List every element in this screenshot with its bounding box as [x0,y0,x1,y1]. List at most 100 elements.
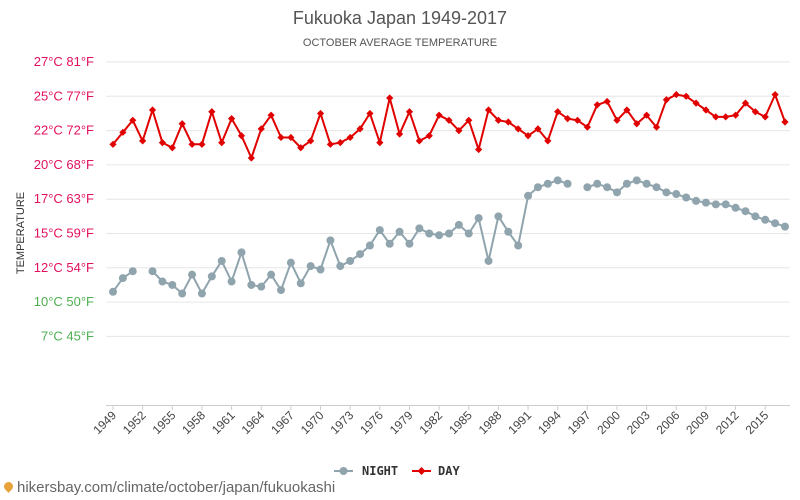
night-point [652,183,661,192]
day-point [455,127,463,135]
day-point [504,118,512,126]
legend[interactable]: NIGHT DAY [334,464,460,478]
y-tick-label: 17°C 63°F [34,191,94,206]
location-pin-icon [2,480,15,493]
y-tick-label: 25°C 77°F [34,88,94,103]
x-tick-label: 1970 [298,408,327,437]
night-point [217,256,226,265]
day-point [247,154,255,162]
night-legend-label: NIGHT [362,464,398,478]
night-point [484,256,493,265]
night-point [128,267,137,276]
day-point [475,145,483,154]
day-point [593,101,601,109]
x-tick-label: 1997 [565,408,594,437]
x-tick-label: 1958 [179,408,208,437]
night-point [731,203,740,212]
night-point [316,265,325,274]
night-point [267,270,276,279]
x-tick-label: 1973 [328,408,357,437]
night-point [474,214,483,223]
night-point [356,250,365,259]
day-point [129,116,137,124]
night-point [415,224,424,233]
day-point [435,111,443,119]
day-point [257,125,265,133]
night-point [701,198,710,207]
night-point [741,207,750,216]
day-point [287,133,295,142]
day-point [484,106,493,114]
day-point [573,116,582,124]
day-point [682,92,690,100]
x-tick-label: 1994 [535,408,564,437]
night-point [593,179,602,188]
night-point [336,262,345,271]
night-legend-marker [339,467,348,475]
x-tick-label: 1982 [416,408,445,437]
day-point [623,106,631,114]
day-legend-marker [417,467,426,475]
day-series-line [112,93,786,159]
night-point [168,280,177,289]
x-tick-label: 2009 [683,408,712,437]
day-point [544,137,552,145]
day-point [188,140,196,148]
night-point [613,188,621,197]
day-point [534,125,542,133]
day-point [445,116,453,124]
night-point [188,270,197,279]
night-point [761,215,770,224]
x-tick-label: 1988 [476,408,505,437]
x-tick-label: 2000 [594,408,623,437]
y-tick-label: 22°C 72°F [34,123,94,138]
day-point [366,109,374,118]
day-point [761,113,769,121]
day-point [712,113,720,121]
day-point [356,125,364,133]
day-point [603,97,611,106]
chart-subtitle: OCTOBER AVERAGE TEMPERATURE [303,37,497,49]
night-point [405,239,414,248]
day-point [178,120,186,128]
day-point [267,111,275,119]
day-point [643,111,651,119]
day-point [405,108,414,116]
day-point [346,133,354,142]
night-point [197,289,206,298]
day-legend-label: DAY [438,464,460,478]
source-url[interactable]: hikersbay.com/climate/october/japan/fuku… [17,479,336,496]
day-point [148,106,157,114]
night-point [454,220,463,229]
night-point [306,262,315,271]
night-point [603,183,612,192]
day-point [109,140,117,148]
day-point [376,139,384,147]
night-point [543,179,552,188]
night-point [277,286,285,295]
night-point [632,176,641,185]
x-tick-label: 1991 [505,408,534,437]
source-link[interactable]: hikersbay.com/climate/october/japan/fuku… [2,479,336,496]
day-point [563,114,572,123]
night-point [148,267,157,276]
day-point [218,139,226,147]
day-point [465,116,473,124]
day-point [672,90,680,99]
night-point [781,222,789,231]
x-tick-label: 2015 [743,408,772,437]
x-tick-label: 2003 [624,408,653,437]
night-point [158,277,167,286]
day-point [702,106,710,114]
night-point [711,200,720,209]
night-point [533,183,542,192]
x-tick-label: 1955 [150,408,179,437]
day-point [524,132,532,140]
day-point [771,90,779,99]
x-tick-label: 1985 [446,408,475,437]
night-point [425,229,434,238]
night-point [286,258,295,267]
night-point [642,179,651,188]
day-point [168,144,176,152]
x-tick-label: 1964 [239,408,268,437]
